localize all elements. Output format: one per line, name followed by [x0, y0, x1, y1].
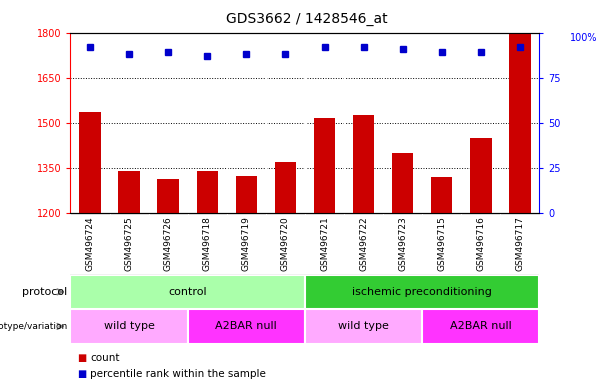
Text: GSM496716: GSM496716	[476, 216, 485, 271]
Text: ischemic preconditioning: ischemic preconditioning	[352, 287, 492, 297]
Text: 100%: 100%	[570, 33, 598, 43]
Bar	[79, 113, 101, 213]
Bar	[305, 309, 422, 344]
Text: GSM496725: GSM496725	[124, 216, 134, 271]
Bar	[392, 153, 413, 213]
Text: ■: ■	[77, 369, 86, 379]
Text: GSM496717: GSM496717	[516, 216, 524, 271]
Bar	[188, 309, 305, 344]
Bar	[305, 275, 539, 309]
Text: GSM496723: GSM496723	[398, 216, 407, 271]
Text: GSM496726: GSM496726	[164, 216, 173, 271]
Bar	[70, 309, 188, 344]
Text: control: control	[169, 287, 207, 297]
Text: protocol: protocol	[22, 287, 67, 297]
Text: count: count	[90, 353, 120, 363]
Bar	[509, 33, 531, 213]
Text: GSM496724: GSM496724	[86, 216, 94, 271]
Text: ■: ■	[77, 353, 86, 363]
Bar	[275, 162, 296, 213]
Bar	[431, 177, 452, 213]
Text: wild type: wild type	[104, 321, 154, 331]
Text: A2BAR null: A2BAR null	[450, 321, 512, 331]
Bar	[118, 171, 140, 213]
Bar	[70, 275, 305, 309]
Bar	[470, 138, 492, 213]
Text: A2BAR null: A2BAR null	[216, 321, 277, 331]
Text: GSM496718: GSM496718	[203, 216, 211, 271]
Bar	[314, 118, 335, 213]
Text: wild type: wild type	[338, 321, 389, 331]
Bar	[353, 115, 375, 213]
Text: GSM496721: GSM496721	[320, 216, 329, 271]
Bar	[197, 171, 218, 213]
Text: GSM496722: GSM496722	[359, 216, 368, 271]
Text: GSM496719: GSM496719	[242, 216, 251, 271]
Text: GSM496715: GSM496715	[437, 216, 446, 271]
Text: percentile rank within the sample: percentile rank within the sample	[90, 369, 266, 379]
Text: GSM496720: GSM496720	[281, 216, 290, 271]
Text: genotype/variation: genotype/variation	[0, 322, 67, 331]
Bar	[422, 309, 539, 344]
Bar	[158, 179, 179, 213]
Text: GDS3662 / 1428546_at: GDS3662 / 1428546_at	[226, 12, 387, 25]
Bar	[235, 175, 257, 213]
